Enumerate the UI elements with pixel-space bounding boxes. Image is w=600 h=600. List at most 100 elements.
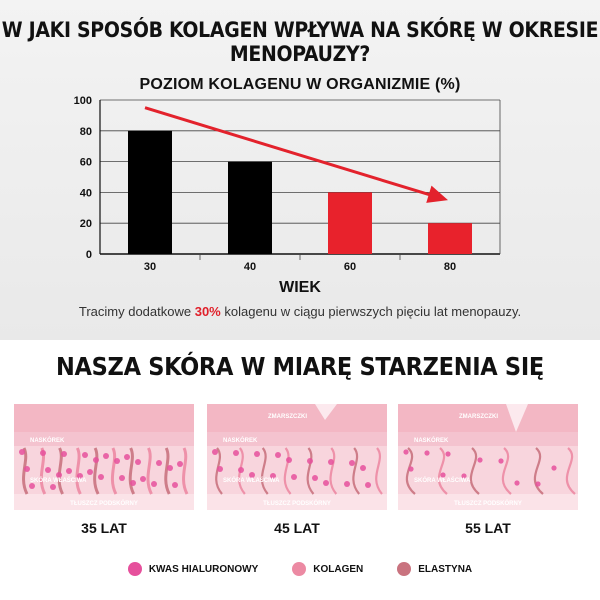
- collagen-bar-chart: 0 20 40 60 80 100 30 40 60 80 WIEK: [74, 95, 501, 296]
- hyaluronic-bead: [45, 467, 51, 473]
- epidermis-label: NASKÓREK: [30, 436, 65, 444]
- hyaluronic-bead: [328, 459, 334, 465]
- legend-item-elastin: ELASTYNA: [397, 562, 472, 576]
- y-tick-label: 100: [74, 95, 92, 107]
- hyaluronic-bead: [291, 474, 297, 480]
- fat-label: TŁUSZCZ PODSKÓRNY: [454, 499, 522, 507]
- trend-arrow-head: [426, 185, 448, 203]
- fat-label: TŁUSZCZ PODSKÓRNY: [263, 499, 331, 507]
- wrinkle-fold: [315, 404, 337, 420]
- skin-panel-35: NASKÓREK SKÓRA WŁAŚCIWA TŁUSZCZ PODSKÓRNY: [14, 404, 194, 510]
- bar-40: [228, 161, 272, 254]
- epidermis-label: NASKÓREK: [414, 436, 449, 444]
- age-label-55: 55 LAT: [465, 520, 511, 536]
- hyaluronic-bead: [82, 452, 88, 458]
- hyaluronic-bead: [93, 457, 99, 463]
- collagen-fibre: [306, 447, 315, 495]
- dermis-label: SKÓRA WŁAŚCIWA: [223, 476, 280, 484]
- x-tick-label: 80: [444, 261, 456, 273]
- hyaluronic-bead: [140, 476, 146, 482]
- y-tick-label: 80: [80, 126, 92, 138]
- collagen-fibre: [57, 447, 64, 495]
- collagen-fibre: [501, 447, 512, 495]
- dermis-label: SKÓRA WŁAŚCIWA: [30, 476, 87, 484]
- wrinkle-fold: [506, 404, 528, 432]
- bar-80: [428, 223, 472, 254]
- y-tick-label: 40: [80, 187, 92, 199]
- bar-30: [128, 130, 172, 254]
- hyaluronic-bead: [477, 457, 483, 463]
- dermis-label: SKÓRA WŁAŚCIWA: [414, 476, 471, 484]
- wrinkle-label: ZMARSZCZKI: [268, 414, 307, 420]
- collagen-fibre: [565, 447, 576, 495]
- epidermis-label: NASKÓREK: [223, 436, 258, 444]
- hyaluronic-bead: [365, 482, 371, 488]
- page-title: W JAKI SPOSÓB KOLAGEN WPŁYWA NA SKÓRĘ W …: [1, 18, 599, 66]
- collagen-fibre: [375, 447, 383, 495]
- x-tick-label: 40: [244, 261, 256, 273]
- skin-panel-45: ZMARSZCZKI NASKÓREK SKÓRA WŁAŚCIWA TŁUSZCZ …: [207, 404, 387, 510]
- skin-legend: KWAS HIALURONOWY KOLAGEN ELASTYNA: [0, 562, 600, 576]
- hyaluronic-bead: [270, 473, 276, 479]
- y-tick-label: 0: [86, 249, 92, 261]
- fat-label: TŁUSZCZ PODSKÓRNY: [70, 499, 138, 507]
- collagen-fibre: [533, 447, 544, 495]
- skin-surface: [207, 404, 387, 432]
- hyaluronic-bead: [312, 475, 318, 481]
- collagen-fibre: [260, 447, 269, 495]
- hyaluronic-bead: [498, 458, 504, 464]
- fat-layer: [14, 494, 194, 510]
- hyaluronic-bead: [238, 467, 244, 473]
- hyaluronic-bead: [249, 472, 255, 478]
- hyaluronic-bead: [98, 474, 104, 480]
- chart-title: POZIOM KOLAGENU W ORGANIZMIE (%): [139, 76, 461, 93]
- hyaluronic-bead: [424, 450, 430, 456]
- hyaluronic-bead: [167, 465, 173, 471]
- epidermis-layer: [398, 432, 578, 446]
- hyaluronic-bead: [66, 468, 72, 474]
- hyaluronic-bead: [172, 482, 178, 488]
- hyaluronic-bead: [408, 466, 414, 472]
- legend-item-hyaluronic: KWAS HIALURONOWY: [127, 562, 258, 576]
- hyaluronic-bead: [212, 449, 218, 455]
- hyaluronic-bead: [440, 472, 446, 478]
- collagen-fibre: [75, 447, 82, 495]
- hyaluronic-bead: [29, 483, 35, 489]
- hyaluronic-bead: [130, 480, 136, 486]
- hyaluronic-bead: [233, 450, 239, 456]
- hyaluronic-bead: [24, 466, 30, 472]
- y-tick-label: 60: [80, 157, 92, 169]
- wrinkle-label: ZMARSZCZKI: [459, 414, 498, 420]
- hyaluronic-bead: [50, 484, 56, 490]
- hyaluronic-bead: [349, 460, 355, 466]
- hyaluronic-bead: [254, 451, 260, 457]
- collagen-fibre: [93, 447, 100, 495]
- epidermis-layer: [207, 432, 387, 446]
- hyaluronic-bead: [87, 469, 93, 475]
- hyaluronic-bead: [151, 481, 157, 487]
- y-tick-label: 20: [80, 218, 92, 230]
- legend-item-collagen: KOLAGEN: [292, 562, 363, 576]
- chart-caption: Tracimy dodatkowe 30% kolagenu w ciągu p…: [78, 304, 522, 319]
- x-tick-label: 30: [144, 261, 156, 273]
- collagen-fibre: [437, 447, 448, 495]
- x-axis-label: WIEK: [279, 279, 321, 296]
- epidermis-layer: [14, 432, 194, 446]
- hyaluronic-bead: [177, 461, 183, 467]
- hyaluronic-bead: [360, 465, 366, 471]
- hyaluronic-dot-icon: [127, 562, 142, 576]
- trend-arrow-line: [144, 106, 435, 198]
- hyaluronic-bead: [61, 451, 67, 457]
- hyaluronic-bead: [77, 473, 83, 479]
- x-tick-label: 60: [344, 261, 356, 273]
- hyaluronic-bead: [286, 457, 292, 463]
- hyaluronic-bead: [124, 454, 130, 460]
- collagen-fibre: [110, 447, 118, 495]
- fat-layer: [207, 494, 387, 510]
- skin-surface: [398, 404, 578, 432]
- skin-surface: [14, 404, 194, 432]
- collagen-fibre: [164, 447, 171, 495]
- elastin-dot-icon: [397, 562, 412, 576]
- hyaluronic-bead: [551, 465, 557, 471]
- hyaluronic-bead: [514, 480, 520, 486]
